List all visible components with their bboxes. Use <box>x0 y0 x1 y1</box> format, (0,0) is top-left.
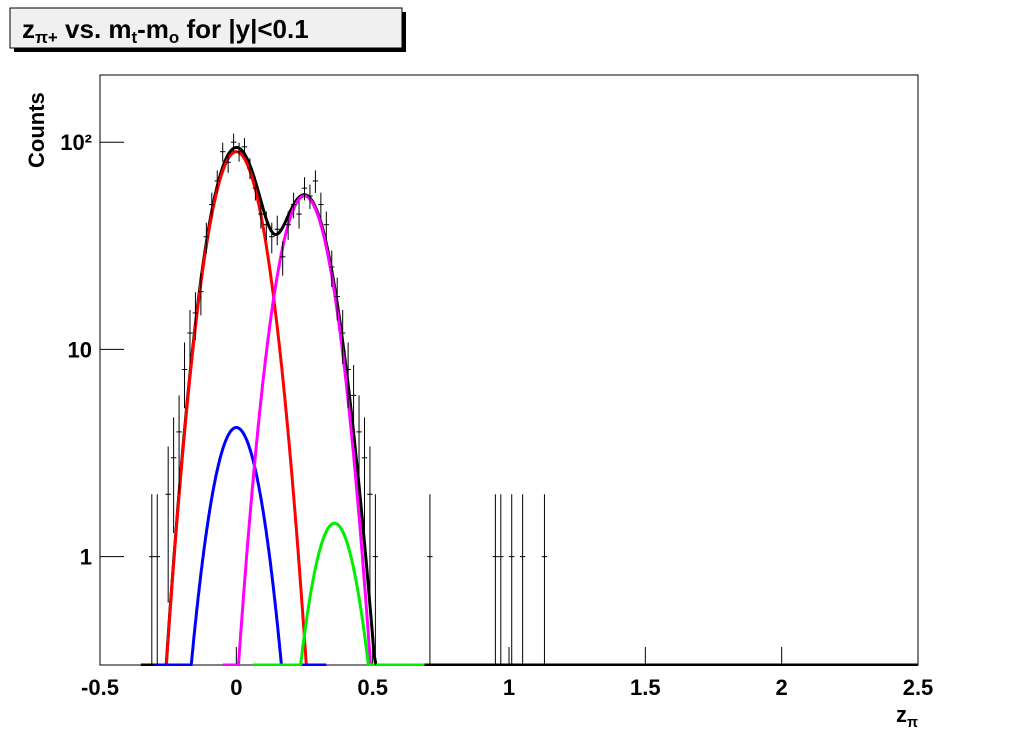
label-part: z <box>896 702 907 727</box>
x-tick-label: 0 <box>230 675 242 700</box>
y-tick-label: 10 <box>68 337 92 362</box>
fit-component <box>252 521 425 666</box>
x-tick-label: 2 <box>776 675 788 700</box>
y-axis-label: Counts <box>24 92 49 168</box>
fit-component <box>154 150 327 666</box>
label-part: t <box>132 28 138 47</box>
label-part: vs. m <box>58 14 132 44</box>
x-tick-label: 1.5 <box>630 675 661 700</box>
fit-total <box>140 145 918 666</box>
x-tick-label: 1 <box>503 675 515 700</box>
label-part: for |y|<0.1 <box>179 14 308 44</box>
plot-area <box>140 133 918 666</box>
label-part: o <box>169 28 179 47</box>
x-tick-label: 0.5 <box>357 675 388 700</box>
y-tick-label: 10² <box>60 130 92 155</box>
label-part: π+ <box>35 28 58 47</box>
y-tick-label: 1 <box>80 545 92 570</box>
title-box <box>9 7 403 49</box>
chart-title: zπ+ vs. mt-mo for |y|<0.1 <box>22 14 309 47</box>
label-part: π <box>907 715 918 731</box>
fit-component <box>222 194 395 666</box>
label-part: -m <box>137 14 169 44</box>
label-part: z <box>22 14 35 44</box>
x-tick-label: -0.5 <box>81 675 119 700</box>
x-axis-label: zπ <box>896 702 918 731</box>
x-tick-label: 2.5 <box>903 675 934 700</box>
